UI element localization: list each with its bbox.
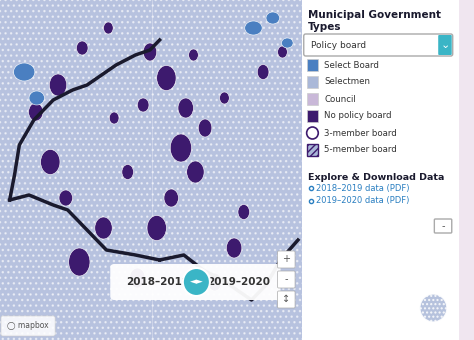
FancyBboxPatch shape	[278, 271, 295, 288]
Ellipse shape	[238, 204, 250, 220]
Ellipse shape	[189, 49, 198, 61]
Bar	[307, 110, 318, 122]
Ellipse shape	[208, 273, 221, 291]
Text: ↕: ↕	[283, 294, 291, 304]
Bar	[302, 0, 458, 340]
Ellipse shape	[143, 43, 157, 61]
FancyBboxPatch shape	[110, 264, 281, 300]
Ellipse shape	[103, 22, 113, 34]
Ellipse shape	[76, 41, 88, 55]
Ellipse shape	[219, 92, 229, 104]
Ellipse shape	[170, 134, 191, 162]
Text: Explore & Download Data: Explore & Download Data	[308, 173, 444, 182]
Ellipse shape	[266, 12, 280, 24]
Text: No policy board: No policy board	[324, 112, 392, 120]
Bar	[307, 144, 318, 156]
Ellipse shape	[49, 74, 67, 96]
FancyBboxPatch shape	[278, 251, 295, 268]
Bar	[307, 59, 318, 71]
Bar	[307, 76, 318, 88]
Text: Select Board: Select Board	[324, 61, 379, 69]
Ellipse shape	[198, 119, 212, 137]
Ellipse shape	[227, 238, 242, 258]
Ellipse shape	[245, 21, 262, 35]
FancyBboxPatch shape	[1, 316, 55, 336]
Ellipse shape	[59, 190, 73, 206]
Ellipse shape	[14, 63, 35, 81]
Ellipse shape	[282, 38, 293, 48]
Ellipse shape	[69, 248, 90, 276]
Text: Selectmen: Selectmen	[324, 78, 370, 86]
Text: ◯ mapbox: ◯ mapbox	[7, 322, 49, 330]
Ellipse shape	[178, 98, 193, 118]
Text: ◄►: ◄►	[190, 277, 203, 287]
Bar	[0, 0, 302, 340]
FancyBboxPatch shape	[304, 34, 453, 56]
Text: 2018–2019 data (PDF): 2018–2019 data (PDF)	[316, 184, 410, 192]
FancyBboxPatch shape	[434, 219, 452, 233]
Ellipse shape	[28, 103, 43, 121]
Ellipse shape	[109, 112, 119, 124]
Ellipse shape	[29, 91, 45, 105]
Ellipse shape	[137, 98, 149, 112]
Circle shape	[183, 268, 210, 296]
Text: -: -	[441, 221, 445, 231]
Bar	[0, 0, 302, 340]
Ellipse shape	[278, 46, 287, 58]
Ellipse shape	[122, 165, 134, 180]
Text: Municipal Government
Types: Municipal Government Types	[308, 10, 441, 32]
FancyBboxPatch shape	[278, 291, 295, 308]
Bar	[307, 93, 318, 105]
FancyBboxPatch shape	[438, 35, 452, 55]
Ellipse shape	[257, 65, 269, 80]
Text: 2019–2020 data (PDF): 2019–2020 data (PDF)	[316, 197, 410, 205]
Text: Policy board: Policy board	[311, 40, 366, 50]
Circle shape	[307, 127, 318, 139]
Ellipse shape	[187, 161, 204, 183]
Text: -: -	[284, 274, 288, 284]
Text: Council: Council	[324, 95, 356, 103]
Text: 3-member board: 3-member board	[324, 129, 397, 137]
Ellipse shape	[420, 294, 447, 322]
Text: 5-member board: 5-member board	[324, 146, 397, 154]
Ellipse shape	[157, 66, 176, 90]
Text: 2018–2019: 2018–2019	[126, 277, 189, 287]
Ellipse shape	[95, 217, 112, 239]
Ellipse shape	[41, 150, 60, 174]
Text: +: +	[283, 254, 291, 264]
Ellipse shape	[147, 216, 166, 240]
Ellipse shape	[164, 189, 179, 207]
Ellipse shape	[129, 268, 145, 288]
Text: 2019–2020: 2019–2020	[208, 277, 271, 287]
Text: ⌄: ⌄	[440, 40, 450, 50]
